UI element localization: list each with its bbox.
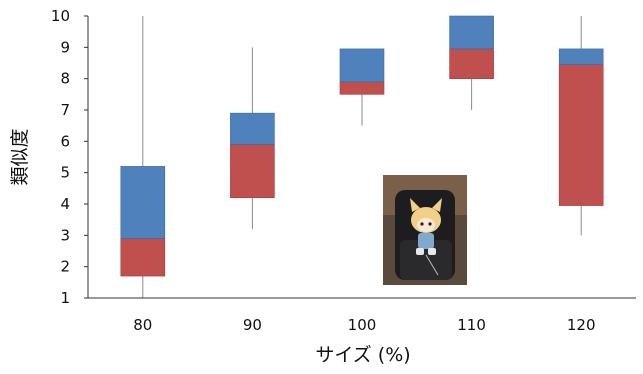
boxes-layer bbox=[120, 15, 604, 277]
y-tick-label: 9 bbox=[60, 38, 70, 56]
box-upper-90 bbox=[230, 112, 275, 145]
box-lower-80 bbox=[120, 238, 166, 277]
x-tick-labels: 80 90 100 110 120 bbox=[133, 316, 595, 334]
box-upper-100 bbox=[339, 48, 385, 83]
y-tick-label: 10 bbox=[51, 7, 70, 25]
x-tick-label: 80 bbox=[133, 316, 152, 334]
box-upper-120 bbox=[558, 48, 604, 65]
x-tick-label: 110 bbox=[457, 316, 486, 334]
box-upper-110 bbox=[449, 15, 494, 50]
y-tick-label: 6 bbox=[60, 132, 70, 150]
y-tick-label: 4 bbox=[60, 195, 70, 213]
y-tick-label: 7 bbox=[60, 101, 70, 119]
box-lower-120 bbox=[558, 64, 604, 206]
x-tick-label: 120 bbox=[567, 316, 596, 334]
inset-photo bbox=[383, 175, 467, 285]
y-tick-label: 1 bbox=[60, 289, 70, 307]
box-lower-100 bbox=[339, 81, 385, 95]
y-tick-label: 3 bbox=[60, 226, 70, 244]
x-tick-label: 90 bbox=[243, 316, 262, 334]
x-tick-label: 100 bbox=[348, 316, 377, 334]
box-upper-80 bbox=[120, 166, 166, 239]
box-lower-90 bbox=[230, 144, 275, 199]
x-axis-title: サイズ (%) bbox=[315, 344, 410, 366]
y-tick-labels: 1 2 3 4 5 6 7 8 9 10 bbox=[51, 7, 88, 307]
y-axis-title: 類似度 bbox=[9, 128, 31, 185]
y-tick-label: 5 bbox=[60, 164, 70, 182]
y-tick-label: 8 bbox=[60, 70, 70, 88]
y-tick-label: 2 bbox=[60, 258, 70, 276]
box-lower-110 bbox=[449, 48, 494, 79]
